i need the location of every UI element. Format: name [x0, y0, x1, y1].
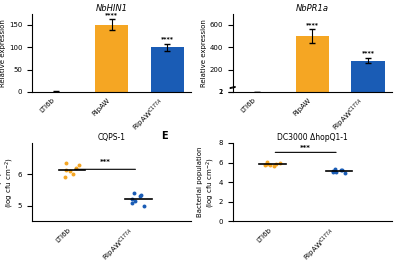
Text: ****: **** — [105, 12, 118, 17]
Point — [342, 171, 348, 176]
Point — [70, 172, 77, 177]
Point — [276, 160, 283, 165]
Bar — [95, 25, 128, 92]
Point — [63, 161, 70, 166]
Text: ****: **** — [362, 50, 374, 56]
Point — [131, 191, 137, 195]
Text: ***: *** — [300, 145, 311, 151]
Title: NbHIN1: NbHIN1 — [96, 4, 128, 13]
Y-axis label: Bacterial population
(log cfu cm$^{-2}$): Bacterial population (log cfu cm$^{-2}$) — [197, 147, 217, 217]
Point — [63, 167, 70, 172]
Point — [262, 163, 269, 167]
Point — [267, 162, 274, 167]
Point — [137, 194, 143, 198]
Title: NbPR1a: NbPR1a — [296, 4, 329, 13]
Bar — [296, 36, 329, 92]
Point — [132, 199, 139, 203]
Title: DC3000 ΔhopQ1-1: DC3000 ΔhopQ1-1 — [277, 133, 348, 142]
Point — [72, 166, 79, 170]
Point — [67, 169, 73, 173]
Point — [330, 170, 336, 174]
Text: ***: *** — [100, 159, 110, 165]
Y-axis label: Relative expression: Relative expression — [0, 19, 6, 87]
Point — [141, 204, 147, 208]
Point — [333, 170, 339, 174]
Point — [264, 160, 270, 164]
Point — [129, 200, 135, 205]
Point — [338, 168, 344, 173]
Point — [330, 169, 336, 174]
Title: CQPS-1: CQPS-1 — [98, 133, 126, 142]
Text: ****: **** — [161, 36, 174, 42]
Point — [271, 163, 277, 168]
Point — [129, 197, 136, 202]
Text: E: E — [161, 131, 168, 141]
Y-axis label: Relative expression: Relative expression — [201, 19, 207, 87]
Y-axis label: Bacterial population
(log cfu cm$^{-2}$): Bacterial population (log cfu cm$^{-2}$) — [0, 147, 16, 217]
Point — [332, 167, 338, 172]
Point — [138, 193, 144, 197]
Point — [264, 162, 270, 166]
Bar — [351, 60, 385, 92]
Point — [62, 175, 68, 180]
Point — [76, 163, 82, 167]
Point — [338, 168, 345, 172]
Bar — [151, 47, 184, 92]
Point — [273, 161, 279, 166]
Text: ****: **** — [306, 22, 319, 27]
